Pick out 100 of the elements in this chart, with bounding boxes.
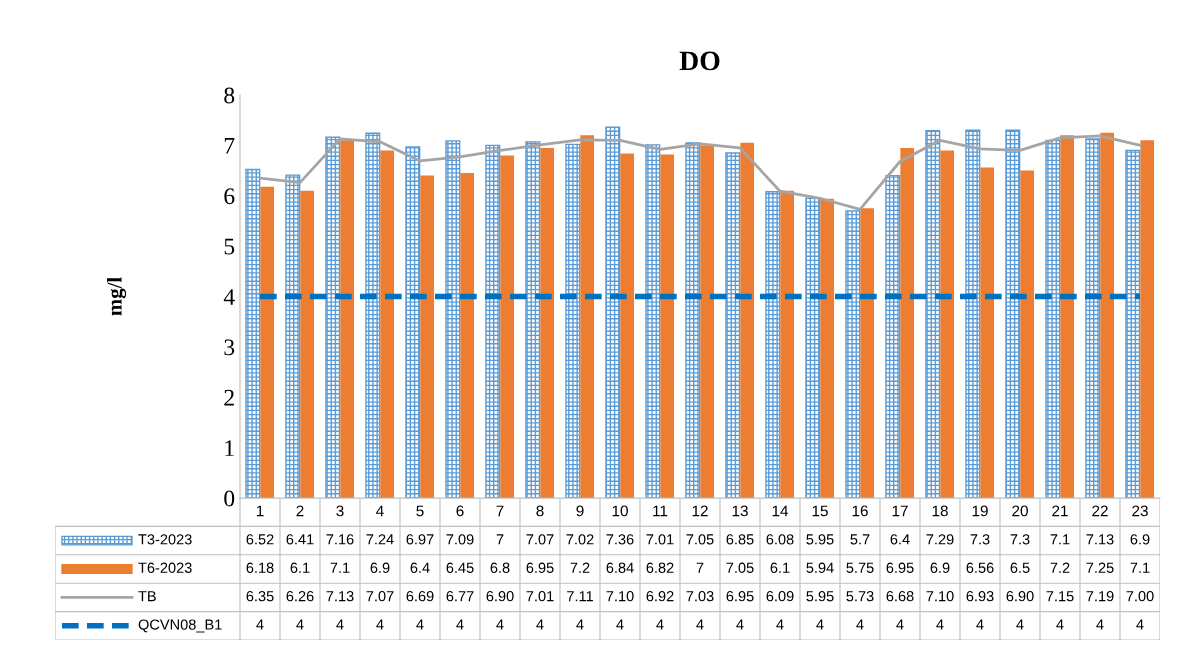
bar — [1100, 132, 1115, 498]
bar — [285, 174, 301, 498]
bar — [460, 173, 475, 498]
bar — [940, 150, 955, 498]
data-label: 7.29 — [926, 534, 954, 545]
bar — [365, 132, 381, 498]
x-tick-label: 23 — [1132, 505, 1148, 517]
data-label: 7.10 — [606, 590, 634, 602]
data-label: 6.93 — [966, 590, 994, 602]
bar — [980, 167, 995, 498]
data-label: 7.10 — [926, 590, 954, 602]
bar — [805, 197, 821, 498]
data-label: 6.95 — [726, 590, 754, 602]
data-label: 6.92 — [646, 590, 674, 602]
data-label: 6.9 — [1130, 534, 1150, 545]
data-label: 4 — [616, 619, 624, 630]
data-label: 6.18 — [246, 562, 274, 573]
data-label: 7.01 — [646, 534, 674, 545]
bar — [405, 146, 421, 498]
data-label: 7.05 — [686, 534, 714, 545]
data-label: 6.90 — [1006, 590, 1034, 602]
data-label: 4 — [576, 619, 584, 630]
data-label: 4 — [816, 619, 824, 630]
data-label: 7.00 — [1126, 590, 1154, 602]
data-label: 7.13 — [1086, 534, 1114, 545]
data-label: 4 — [656, 619, 664, 630]
data-label: 5.7 — [850, 534, 870, 545]
data-label: 6.95 — [886, 562, 914, 573]
x-tick-label: 3 — [336, 505, 344, 517]
bar — [1045, 139, 1061, 498]
x-tick-label: 21 — [1052, 505, 1068, 517]
data-label: 6.41 — [286, 534, 314, 545]
bar — [1060, 135, 1075, 498]
bar — [485, 144, 501, 498]
data-label: 7.13 — [326, 590, 354, 602]
x-tick-label: 19 — [972, 505, 988, 517]
x-tick-label: 10 — [612, 505, 628, 517]
data-label: 7.3 — [970, 534, 990, 545]
data-label: 4 — [776, 619, 784, 630]
data-label: 6.9 — [370, 562, 390, 573]
data-label: 6.52 — [246, 534, 274, 545]
bar — [765, 191, 781, 498]
x-tick-label: 20 — [1012, 505, 1028, 517]
data-label: 7.16 — [326, 534, 354, 545]
data-label: 6.85 — [726, 534, 754, 545]
bar — [965, 129, 981, 498]
bar — [340, 140, 355, 498]
data-label: 4 — [896, 619, 904, 630]
data-label: 7.11 — [567, 591, 593, 602]
data-label: 4 — [496, 619, 504, 630]
data-label: 6.56 — [966, 562, 994, 573]
y-tick-label: 5 — [224, 238, 235, 255]
data-label: 7.01 — [526, 590, 554, 602]
x-tick-label: 14 — [772, 505, 789, 517]
data-label: 7.09 — [446, 534, 474, 545]
data-label: 4 — [936, 619, 944, 630]
data-label: 7.1 — [330, 562, 350, 573]
data-label: 6.95 — [526, 562, 554, 573]
bar — [500, 155, 515, 498]
y-tick-label: 6 — [224, 188, 235, 205]
bar — [1020, 170, 1035, 498]
data-label: 7.25 — [1086, 562, 1114, 573]
bar — [860, 208, 875, 498]
data-label: 4 — [456, 619, 464, 630]
x-tick-label: 6 — [456, 505, 464, 517]
bar — [780, 190, 795, 498]
x-tick-label: 13 — [732, 505, 748, 517]
line-series — [258, 134, 1142, 211]
bar — [380, 150, 395, 498]
bar — [1005, 129, 1021, 498]
data-label: 5.94 — [806, 562, 834, 573]
data-label: 6.90 — [486, 590, 514, 602]
bar — [565, 143, 581, 498]
bar — [845, 210, 861, 498]
data-label: 6.1 — [290, 562, 310, 573]
data-label: 7.36 — [606, 534, 634, 545]
legend-label: QCVN08_B1 — [138, 619, 222, 633]
bar — [660, 154, 675, 498]
x-tick-label: 4 — [376, 505, 384, 517]
data-label: 7.2 — [570, 562, 590, 573]
bar — [620, 153, 635, 498]
data-label: 6.97 — [406, 534, 434, 545]
bar — [645, 144, 661, 498]
legend-label: T6-2023 — [138, 562, 192, 573]
legend-label: T3-2023 — [138, 534, 192, 545]
data-label: 4 — [1016, 619, 1024, 630]
data-label: 5.73 — [846, 590, 874, 602]
legend-label: TB — [138, 591, 156, 602]
data-label: 6.08 — [766, 534, 794, 545]
y-tick-label: 1 — [225, 440, 234, 456]
data-label: 6.5 — [1010, 562, 1030, 573]
data-label: 4 — [1096, 619, 1104, 630]
y-axis-title: mg/l — [107, 277, 127, 316]
data-label: 7.15 — [1046, 591, 1074, 602]
data-label: 6.82 — [646, 562, 674, 573]
bar — [900, 147, 915, 498]
x-tick-label: 15 — [812, 505, 828, 517]
y-tick-label: 4 — [223, 289, 235, 305]
bar — [420, 175, 435, 498]
x-tick-label: 5 — [416, 505, 424, 517]
